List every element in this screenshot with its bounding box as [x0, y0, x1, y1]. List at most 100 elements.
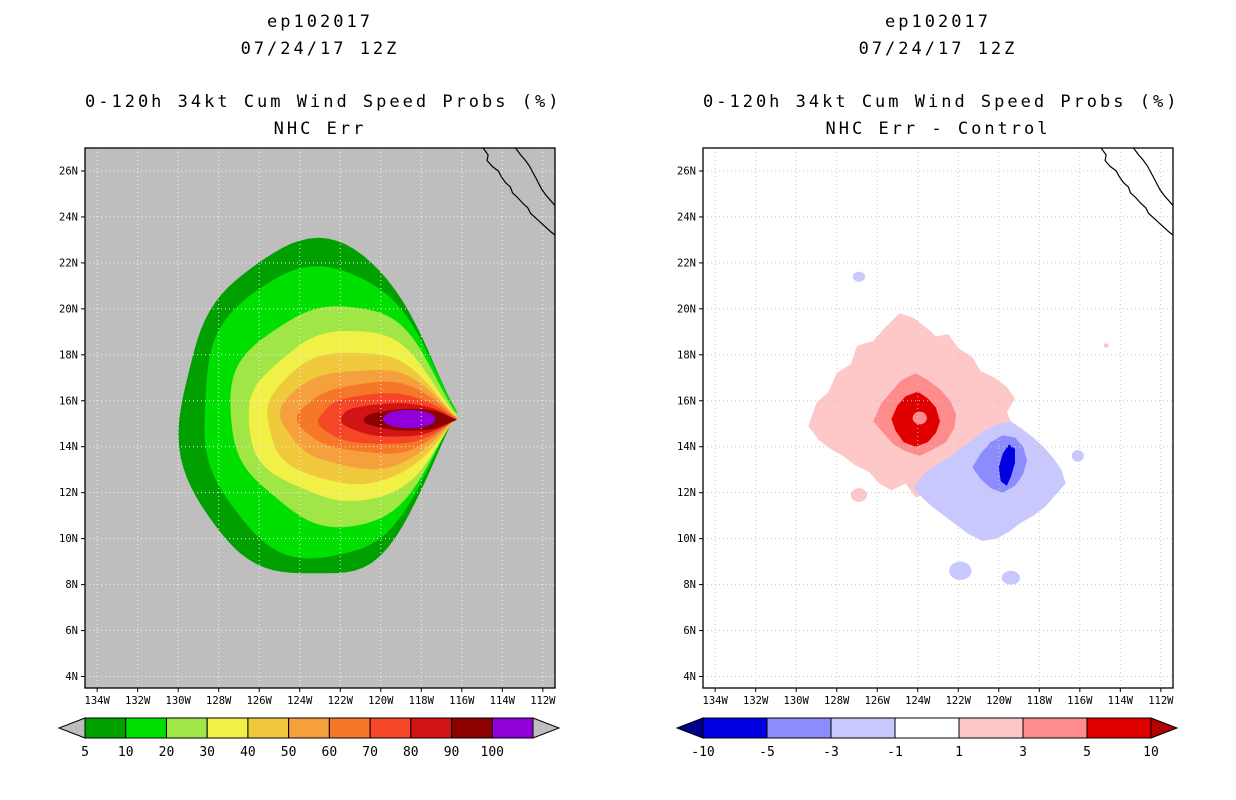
colorbar-label: -3 — [823, 745, 839, 760]
map-frame — [702, 147, 1174, 689]
lat-tick-label: 18N — [59, 349, 78, 361]
lat-tick-label: 24N — [677, 211, 696, 223]
lon-tick-label: 130W — [166, 695, 192, 707]
anomaly-blob-negative-core — [998, 444, 1015, 486]
anomaly-speck — [1103, 343, 1109, 348]
left-chart: 4N 6N 8N 10N 12N 14N 16N 18N 20N 22N 24N 26N 134W 132… — [57, 147, 561, 760]
lon-tick-label: 120W — [368, 695, 394, 707]
lat-tick-label: 26N — [59, 165, 78, 177]
lat-tick-label: 10N — [59, 533, 78, 545]
coastline — [1133, 148, 1173, 207]
lat-tick-label: 10N — [677, 533, 696, 545]
colorbar-label: -1 — [887, 745, 903, 760]
lat-tick-label: 6N — [65, 625, 78, 637]
colorbar-label: 90 — [444, 745, 460, 760]
colorbar-cell — [830, 717, 896, 739]
lon-tick-label: 116W — [1067, 695, 1093, 707]
lon-tick-label: 112W — [1148, 695, 1174, 707]
colorbar-cell — [206, 717, 249, 739]
colorbar: 5 10 20 30 40 50 60 70 80 90 100 — [57, 717, 561, 760]
right-storm-id: ep102017 — [885, 12, 991, 32]
lat-tick-label: 20N — [677, 303, 696, 315]
lat-tick-label: 6N — [683, 625, 696, 637]
colorbar-cell — [894, 717, 960, 739]
colorbar-label: 10 — [1143, 745, 1159, 760]
coastline — [1100, 148, 1173, 236]
lon-tick-label: 128W — [206, 695, 232, 707]
lat-tick-label: 18N — [677, 349, 696, 361]
lat-tick-label: 14N — [59, 441, 78, 453]
colorbar-cell — [766, 717, 832, 739]
lat-tick-label: 4N — [683, 671, 696, 683]
lon-tick-label: 128W — [824, 695, 850, 707]
left-subtitle2: NHC Err — [273, 119, 367, 139]
colorbar-label: 3 — [1019, 745, 1027, 760]
lon-tick-label: 126W — [865, 695, 891, 707]
panel-nhc-err: 4N 6N 8N 10N 12N 14N 16N 18N 20N 22N 24N 26N 134W 132… — [57, 12, 562, 760]
colorbar-cell — [288, 717, 330, 739]
colorbar-cell — [328, 717, 371, 739]
lon-tick-label: 124W — [287, 695, 313, 707]
right-subtitle2: NHC Err - Control — [825, 119, 1051, 139]
lat-tick-label: 14N — [677, 441, 696, 453]
lat-tick-label: 8N — [65, 579, 78, 591]
lon-tick-label: 134W — [85, 695, 111, 707]
lat-tick-label: 12N — [677, 487, 696, 499]
colorbar-label: 10 — [118, 745, 134, 760]
lat-tick-label: 4N — [65, 671, 78, 683]
lat-tick-label: 12N — [59, 487, 78, 499]
panel-nhc-err-minus-control: 4N 6N 8N 10N 12N 14N 16N 18N 20N 22N 24N 26N 134W 132… — [618, 0, 1236, 800]
lon-tick-label: 118W — [409, 695, 435, 707]
lat-tick-label: 16N — [677, 395, 696, 407]
right-subtitle: 0-120h 34kt Cum Wind Speed Probs (%) — [703, 92, 1180, 112]
map-frame — [84, 147, 556, 689]
colorbar-cell — [410, 717, 453, 739]
colorbar-cell — [84, 717, 127, 739]
right-map: 4N 6N 8N 10N 12N 14N 16N 18N 20N 22N 24N 26N 134W 132… — [677, 147, 1174, 707]
left-datetime: 07/24/17 12Z — [240, 39, 400, 59]
anomaly-speck — [852, 271, 866, 282]
lon-tick-label: 112W — [530, 695, 556, 707]
colorbar-label: 5 — [1083, 745, 1091, 760]
lon-tick-label: 130W — [784, 695, 810, 707]
lat-tick-label: 22N — [59, 257, 78, 269]
colorbar-cell — [165, 717, 208, 739]
right-datetime: 07/24/17 12Z — [858, 39, 1018, 59]
lon-tick-label: 114W — [490, 695, 516, 707]
colorbar-label: 100 — [481, 745, 504, 760]
lat-tick-label: 24N — [59, 211, 78, 223]
lon-tick-label: 132W — [125, 695, 151, 707]
coastline — [482, 148, 555, 236]
anomaly-speck — [1001, 570, 1021, 585]
colorbar-cell — [247, 717, 290, 739]
lon-tick-label: 116W — [449, 695, 475, 707]
colorbar-label: -10 — [691, 745, 714, 760]
anomaly-speck — [850, 488, 868, 502]
colorbar-label: 1 — [955, 745, 963, 760]
colorbar-label: 40 — [240, 745, 256, 760]
lat-tick-label: 16N — [59, 395, 78, 407]
colorbar-cell — [1086, 717, 1152, 739]
lon-tick-label: 126W — [247, 695, 273, 707]
colorbar-label: 80 — [403, 745, 419, 760]
left-subtitle: 0-120h 34kt Cum Wind Speed Probs (%) — [85, 92, 562, 112]
right-chart: 4N 6N 8N 10N 12N 14N 16N 18N 20N 22N 24N 26N 134W 132… — [675, 147, 1179, 760]
left-storm-id: ep102017 — [267, 12, 373, 32]
colorbar-cell — [702, 717, 768, 739]
colorbar-right-arrow — [1150, 717, 1179, 739]
lon-tick-label: 118W — [1027, 695, 1053, 707]
colorbar-label: 20 — [159, 745, 175, 760]
colorbar-cell — [958, 717, 1024, 739]
lat-tick-label: 26N — [677, 165, 696, 177]
colorbar-cell — [451, 717, 493, 739]
colorbar-label: 70 — [362, 745, 378, 760]
lon-tick-label: 114W — [1108, 695, 1134, 707]
left-map: 4N 6N 8N 10N 12N 14N 16N 18N 20N 22N 24N 26N 134W 132… — [59, 147, 556, 707]
colorbar-label: -5 — [759, 745, 775, 760]
colorbar-label: 60 — [322, 745, 338, 760]
lon-tick-label: 132W — [743, 695, 769, 707]
anomaly-speck — [1071, 450, 1084, 462]
colorbar-left-arrow — [675, 717, 704, 739]
lat-tick-label: 20N — [59, 303, 78, 315]
